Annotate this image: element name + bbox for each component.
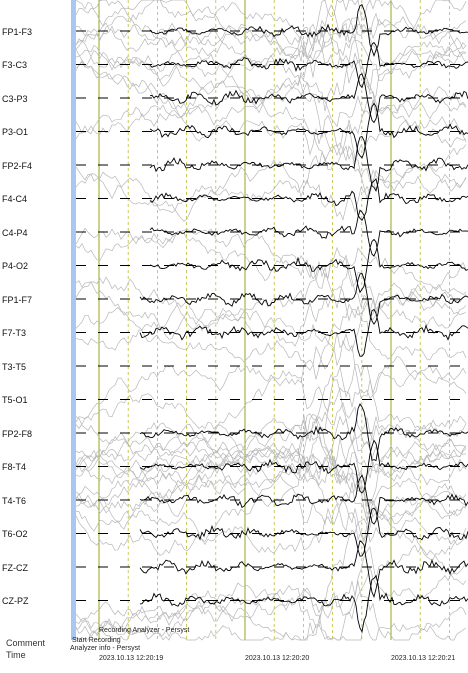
background-trace — [75, 566, 467, 641]
background-trace — [75, 527, 467, 622]
channel-label: C3-P3 — [2, 94, 28, 104]
left-scroll-bar[interactable] — [71, 0, 76, 640]
channel-trace — [149, 209, 468, 257]
channel-trace — [149, 41, 468, 89]
time-tick-label: 2023.10.13 12:20:19 — [99, 655, 164, 662]
background-trace — [75, 144, 467, 221]
background-trace — [75, 416, 467, 485]
background-trace — [75, 291, 467, 423]
channel-label: FP2-F4 — [2, 161, 33, 171]
background-trace — [75, 0, 467, 148]
channel-label: C4-P4 — [2, 228, 28, 238]
channel-label: F4-C4 — [2, 194, 28, 204]
channel-trace — [149, 238, 468, 294]
background-trace — [75, 453, 467, 556]
channel-label: FP1-F3 — [2, 27, 33, 37]
channel-trace — [139, 574, 468, 634]
channel-trace — [149, 102, 468, 159]
background-trace — [75, 461, 467, 546]
channel-trace — [139, 403, 468, 462]
background-trace — [75, 85, 467, 222]
channel-label: P4-O2 — [2, 261, 29, 271]
channel-label: T6-O2 — [2, 529, 28, 539]
channel-label: P3-O1 — [2, 127, 29, 137]
channel-label: F7-T3 — [2, 328, 27, 338]
background-trace — [75, 74, 467, 200]
background-trace — [75, 12, 467, 112]
channel-trace — [149, 73, 468, 124]
background-trace — [75, 0, 467, 92]
time-row-label: Time — [6, 650, 26, 660]
background-trace — [75, 581, 467, 641]
background-trace — [75, 4, 467, 82]
background-trace — [75, 416, 467, 522]
annotation-recording-analyzer[interactable]: Recording Analyzer - Persyst — [99, 627, 190, 634]
channel-trace — [149, 177, 468, 222]
background-trace — [75, 438, 467, 505]
channel-label: T4-T6 — [2, 496, 27, 506]
annotation-analyzer-info[interactable]: Analyzer info - Persyst — [70, 645, 141, 652]
background-trace — [75, 0, 467, 114]
channel-label: T3-T5 — [2, 362, 27, 372]
channel-label: F8-T4 — [2, 462, 27, 472]
background-trace — [75, 415, 467, 508]
background-trace — [75, 16, 467, 67]
background-trace — [75, 319, 467, 371]
background-trace — [75, 227, 467, 309]
time-tick-label: 2023.10.13 12:20:20 — [245, 655, 310, 662]
channel-label-column: FP1-F3 F3-C3 C3-P3 P3-O1 FP2-F4 F4-C4 C4… — [0, 0, 71, 673]
background-trace — [75, 443, 467, 544]
channel-label: F3-C3 — [2, 60, 28, 70]
channel-trace — [139, 474, 468, 525]
background-trace — [75, 232, 467, 320]
background-trace — [75, 28, 467, 120]
comment-row-label: Comment — [6, 638, 46, 648]
time-tick-label: 2023.10.13 12:20:21 — [391, 655, 456, 662]
channel-trace — [149, 135, 468, 192]
channel-label: FP1-F7 — [2, 295, 33, 305]
background-trace — [75, 246, 467, 332]
background-trace — [75, 282, 467, 347]
channel-trace — [149, 4, 468, 58]
channel-trace — [139, 272, 468, 325]
channel-trace — [139, 439, 468, 494]
background-trace — [75, 518, 467, 641]
channel-label: FZ-CZ — [2, 563, 28, 573]
channel-label: FP2-F8 — [2, 429, 33, 439]
channel-trace — [139, 308, 468, 357]
background-trace — [76, 491, 467, 554]
background-trace — [75, 393, 467, 454]
background-trace — [75, 59, 467, 165]
background-trace — [75, 0, 467, 128]
channel-label: T5-O1 — [2, 395, 28, 405]
background-trace — [75, 582, 467, 641]
background-trace — [75, 426, 467, 514]
annotation-start-recording[interactable]: Start Recording — [72, 637, 121, 644]
channel-trace — [139, 540, 468, 599]
background-trace — [75, 280, 467, 400]
background-trace — [75, 387, 467, 478]
background-trace — [75, 104, 467, 192]
channel-trace — [139, 507, 468, 557]
channel-label: CZ-PZ — [2, 596, 29, 606]
